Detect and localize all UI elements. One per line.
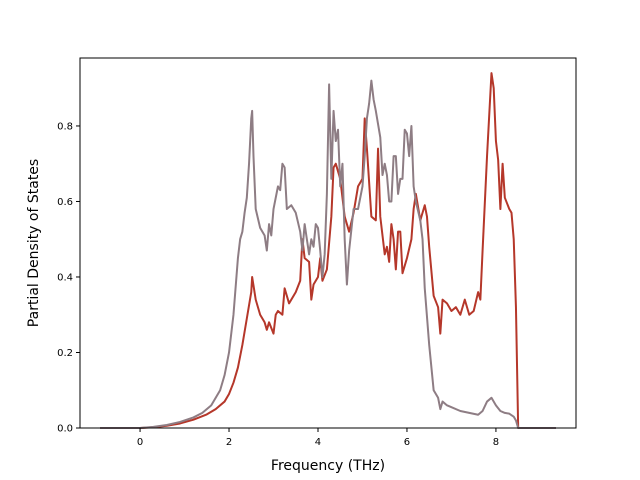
plot-frame [79,57,577,429]
series-line-2 [100,79,556,429]
x-tick-label: 0 [137,437,143,448]
y-axis-label: Partial Density of States [26,159,42,327]
y-tick-label: 0.2 [57,348,73,359]
x-tick-label: 6 [404,437,410,448]
y-tick-label: 0.0 [57,424,73,435]
series-line-1 [100,72,556,429]
x-axis-label: Frequency (THz) [271,458,385,474]
x-tick-label: 2 [226,437,232,448]
x-axis-ticks: 0 2 4 6 8 [137,428,499,448]
x-tick-label: 4 [315,437,321,448]
y-tick-label: 0.6 [57,197,73,208]
series-layer [100,72,556,429]
y-axis-ticks: 0.0 0.2 0.4 0.6 0.8 [57,121,80,435]
x-tick-label: 8 [493,437,499,448]
y-tick-label: 0.8 [57,121,73,132]
y-tick-label: 0.4 [57,272,73,283]
